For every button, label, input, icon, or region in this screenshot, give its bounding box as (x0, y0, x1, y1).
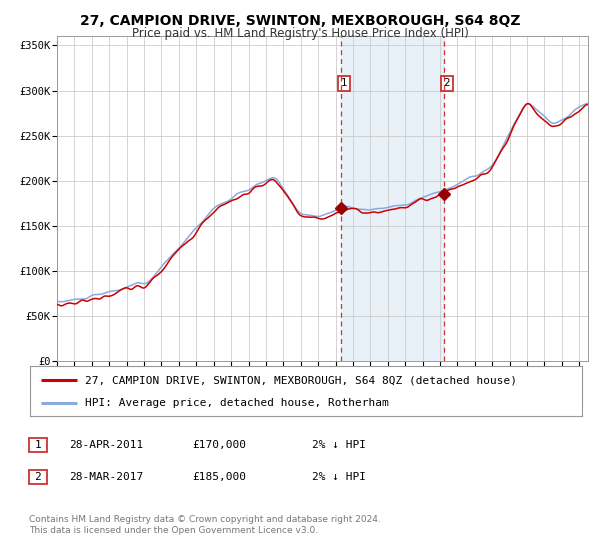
Text: £185,000: £185,000 (192, 472, 246, 482)
Text: 27, CAMPION DRIVE, SWINTON, MEXBOROUGH, S64 8QZ (detached house): 27, CAMPION DRIVE, SWINTON, MEXBOROUGH, … (85, 375, 517, 385)
Text: 2% ↓ HPI: 2% ↓ HPI (312, 440, 366, 450)
Text: This data is licensed under the Open Government Licence v3.0.: This data is licensed under the Open Gov… (29, 526, 318, 535)
Bar (341, 36, 444, 361)
Text: 28-MAR-2017: 28-MAR-2017 (69, 472, 143, 482)
Text: 1: 1 (34, 440, 41, 450)
Text: 27, CAMPION DRIVE, SWINTON, MEXBOROUGH, S64 8QZ: 27, CAMPION DRIVE, SWINTON, MEXBOROUGH, … (80, 14, 520, 28)
Text: 2: 2 (443, 78, 450, 88)
Text: Price paid vs. HM Land Registry's House Price Index (HPI): Price paid vs. HM Land Registry's House … (131, 27, 469, 40)
Text: HPI: Average price, detached house, Rotherham: HPI: Average price, detached house, Roth… (85, 398, 389, 408)
Text: £170,000: £170,000 (192, 440, 246, 450)
Text: 2% ↓ HPI: 2% ↓ HPI (312, 472, 366, 482)
Text: 1: 1 (340, 78, 347, 88)
Text: Contains HM Land Registry data © Crown copyright and database right 2024.: Contains HM Land Registry data © Crown c… (29, 515, 380, 524)
Text: 2: 2 (34, 472, 41, 482)
Text: 28-APR-2011: 28-APR-2011 (69, 440, 143, 450)
